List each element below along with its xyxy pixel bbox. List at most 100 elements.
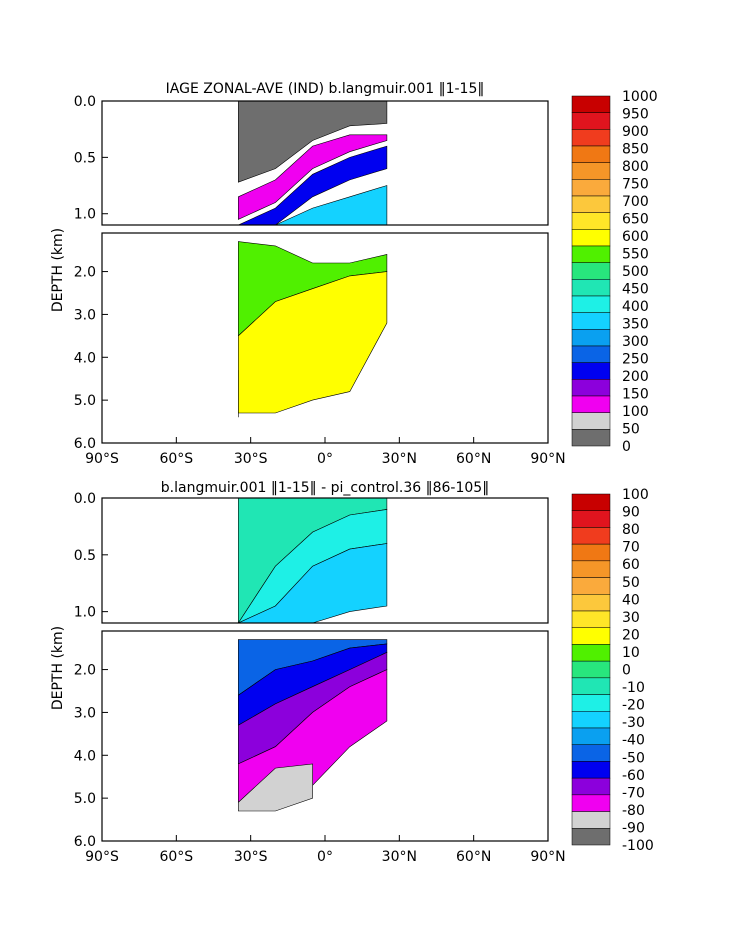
colorbar-cell (571, 577, 611, 595)
y-tick-label: 3.0 (74, 307, 96, 323)
colorbar-cell (571, 627, 611, 645)
colorbar-cell (571, 794, 611, 812)
contour-band (238, 185, 388, 225)
y-tick-label: 5.0 (74, 791, 96, 807)
colorbar-cell (571, 362, 611, 380)
colorbar-cell (571, 212, 611, 230)
colorbar-cell (571, 395, 611, 413)
colorbar-label: 0 (622, 439, 631, 455)
colorbar-label: 30 (622, 610, 640, 626)
colorbar-cell (571, 694, 611, 712)
x-tick-label: 30°S (234, 849, 268, 865)
colorbar-cell (571, 379, 611, 397)
colorbar-label: 100 (622, 487, 649, 503)
colorbar-label: 150 (622, 387, 649, 403)
contour-band (238, 271, 388, 414)
colorbar-cell (571, 129, 611, 147)
colorbar-label: 800 (622, 159, 649, 175)
colorbar-label: -80 (622, 803, 645, 819)
colorbar-cell (571, 527, 611, 545)
x-tick-label: 60°S (159, 849, 193, 865)
x-tick-label: 60°S (159, 451, 193, 467)
colorbar-label: 50 (622, 422, 640, 438)
colorbar-cell (571, 162, 611, 180)
y-tick-label: 0.5 (74, 150, 96, 166)
colorbar-label: 350 (622, 317, 649, 333)
upper-zones (237, 498, 388, 623)
colorbar-cell (571, 279, 611, 297)
colorbar-label: 20 (622, 627, 640, 643)
y-tick-label: 4.0 (74, 350, 96, 366)
plot-area: 0.0 0.5 1.0 2.0 3.0 4.0 5.0 6.090°S 60°S 30°S 0° 30… (74, 491, 566, 865)
upper-frame (101, 100, 549, 226)
y-tick-label: 1.0 (74, 207, 96, 223)
colorbar: 1009080706050403020100-10-20-30-40-50-60… (571, 487, 654, 854)
y-axis-label: DEPTH (km) (50, 228, 66, 312)
contour-band (238, 763, 313, 812)
y-tick-label: 2.0 (74, 663, 96, 679)
colorbar-cell (571, 594, 611, 612)
colorbar-label: 90 (622, 505, 640, 521)
x-tick-label: 30°S (234, 451, 268, 467)
colorbar-label: 450 (622, 282, 649, 298)
contour-band (238, 101, 388, 183)
colorbar-label: 500 (622, 264, 649, 280)
colorbar-label: -30 (622, 715, 645, 731)
colorbar-label: -50 (622, 750, 645, 766)
colorbar-cell (571, 644, 611, 662)
colorbar-cell (571, 245, 611, 263)
x-tick-label: 0° (317, 849, 333, 865)
contour-band (238, 134, 388, 220)
x-tick-label: 30°N (382, 849, 417, 865)
colorbar-cell (571, 145, 611, 163)
colorbar-cell (571, 510, 611, 528)
x-tick-label: 90°N (530, 849, 565, 865)
y-tick-label: 0.5 (74, 548, 96, 564)
colorbar-label: 250 (622, 352, 649, 368)
colorbar-label: 600 (622, 229, 649, 245)
colorbar-label: 200 (622, 369, 649, 385)
colorbar-label: 60 (622, 557, 640, 573)
colorbar-label: 550 (622, 247, 649, 263)
colorbar-cell (571, 777, 611, 796)
colorbar-cell (571, 744, 611, 762)
colorbar-cell (571, 610, 611, 628)
colorbar-label: 650 (622, 212, 649, 228)
colorbar-label: 700 (622, 194, 649, 210)
colorbar-label: -70 (622, 785, 645, 801)
iage-panel: IAGE ZONAL-AVE (IND) b.langmuir.001 ‖1-1… (50, 81, 658, 467)
x-tick-label: 30°N (382, 451, 417, 467)
colorbar-label: 40 (622, 592, 640, 608)
lower-zones (238, 639, 388, 812)
x-tick-label: 60°N (456, 451, 491, 467)
contour-band (238, 543, 388, 623)
y-tick-label: 3.0 (74, 705, 96, 721)
colorbar-label: 850 (622, 142, 649, 158)
panel-title: b.langmuir.001 ‖1-15‖ - pi_control.36 ‖8… (161, 480, 489, 496)
colorbar-cell (571, 828, 611, 846)
colorbar-cell (571, 329, 611, 347)
colorbar-cell (571, 711, 611, 729)
colorbar-cell (571, 345, 611, 363)
difference-panel: b.langmuir.001 ‖1-15‖ - pi_control.36 ‖8… (50, 480, 654, 865)
x-tick-label: 0° (317, 451, 333, 467)
colorbar-label: 10 (622, 645, 640, 661)
colorbar-label: 950 (622, 107, 649, 123)
colorbar-label: -40 (622, 733, 645, 749)
colorbar-cell (571, 412, 611, 430)
colorbar-label: -20 (622, 698, 645, 714)
y-tick-label: 1.0 (74, 605, 96, 621)
colorbar-cell (571, 312, 611, 330)
colorbar-label: 70 (622, 540, 640, 556)
x-tick-label: 90°S (85, 451, 119, 467)
colorbar-label: -90 (622, 820, 645, 836)
colorbar-label: 900 (622, 124, 649, 140)
upper-frame (101, 497, 549, 624)
contour-band (238, 145, 388, 225)
colorbar-label: 0 (622, 663, 631, 679)
colorbar-label: -10 (622, 680, 645, 696)
colorbar-cell (571, 660, 611, 679)
panel-title: IAGE ZONAL-AVE (IND) b.langmuir.001 ‖1-1… (166, 81, 485, 97)
plot-area: 0.0 0.5 1.0 2.0 3.0 4.0 5.0 6.090°S 60°S 30°S 0° 30… (74, 94, 566, 467)
colorbar-cell (571, 95, 611, 113)
